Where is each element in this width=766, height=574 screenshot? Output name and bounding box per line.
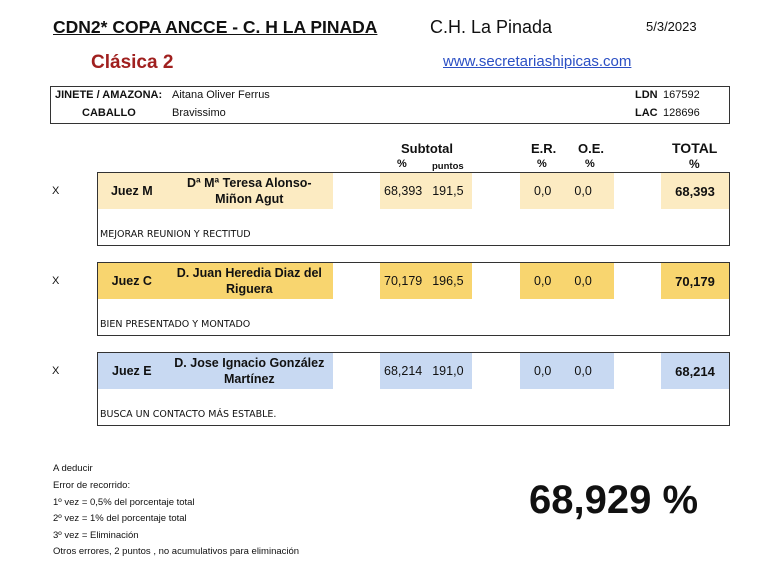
judge-comment: BUSCA UN CONTACTO MÁS ESTABLE.	[100, 409, 277, 420]
subtotal-header: Subtotal	[401, 141, 453, 156]
total-pct-header: %	[689, 157, 700, 171]
horse-name: Bravissimo	[172, 107, 226, 119]
date: 5/3/2023	[646, 19, 697, 34]
judge-mark: X	[52, 275, 60, 287]
judge-block: Juez E D. Jose Ignacio González Martínez…	[97, 352, 730, 426]
horse-label: CABALLO	[82, 107, 136, 119]
judge-block: Juez M Dª Mª Teresa Alonso-Miñon Agut 68…	[97, 172, 730, 246]
oe-value: 0,0	[574, 364, 592, 378]
ldn-label: LDN	[635, 89, 658, 101]
oe-value: 0,0	[574, 184, 592, 198]
er-header: E.R.	[531, 141, 557, 156]
er-value: 0,0	[534, 274, 552, 288]
judge-mark: X	[52, 365, 60, 377]
rider-name: Aitana Oliver Ferrus	[172, 89, 270, 101]
errors-cell: 0,0 0,0	[520, 173, 614, 209]
judge-position: Juez M	[110, 184, 153, 198]
final-score: 68,929 %	[529, 478, 699, 522]
judge-block: Juez C D. Juan Heredia Diaz del Riguera …	[97, 262, 730, 336]
competition-title: CDN2* COPA ANCCE - C. H LA PINADA	[53, 17, 378, 37]
deduction-rule: 2º vez = 1% del porcentaje total	[53, 513, 187, 524]
subtotal-puntos: 196,5	[432, 274, 464, 288]
oe-pct-header: %	[585, 158, 595, 170]
oe-header: O.E.	[578, 141, 605, 156]
ldn-value: 167592	[663, 89, 700, 101]
deduction-rule: 1º vez = 0,5% del porcentaje total	[53, 497, 195, 508]
deduction-rule: Error de recorrido:	[53, 480, 131, 491]
subtotal-puntos: 191,5	[432, 184, 464, 198]
website-link[interactable]: www.secretariashipicas.com	[443, 53, 632, 70]
deduction-rule: Otros errores, 2 puntos , no acumulativo…	[53, 546, 300, 557]
judge-mark: X	[52, 185, 60, 197]
total-header: TOTAL	[672, 140, 718, 156]
puntos-header: puntos	[432, 161, 464, 172]
subtotal-cell: 68,214 191,0	[380, 353, 472, 389]
judge-name: Dª Mª Teresa Alonso-Miñon Agut	[187, 176, 312, 206]
errors-cell: 0,0 0,0	[520, 353, 614, 389]
er-value: 0,0	[534, 364, 552, 378]
subtotal-pct: 68,214	[384, 364, 423, 378]
judge-total: 68,393	[661, 173, 729, 209]
subtotal-pct-header: %	[397, 158, 407, 170]
judge-total: 68,214	[661, 353, 729, 389]
subtotal-cell: 70,179 196,5	[380, 263, 472, 299]
er-pct-header: %	[537, 158, 547, 170]
subtotal-pct: 68,393	[384, 184, 423, 198]
subtotal-puntos: 191,0	[432, 364, 464, 378]
judge-name-cell: Juez C D. Juan Heredia Diaz del Riguera	[98, 263, 333, 299]
judge-comment: MEJORAR REUNION Y RECTITUD	[100, 229, 251, 240]
judge-total: 70,179	[661, 263, 729, 299]
errors-cell: 0,0 0,0	[520, 263, 614, 299]
subtotal-cell: 68,393 191,5	[380, 173, 472, 209]
rider-label: JINETE / AMAZONA:	[55, 89, 163, 101]
rider-info-box: JINETE / AMAZONA: Aitana Oliver Ferrus C…	[50, 86, 730, 124]
oe-value: 0,0	[574, 274, 592, 288]
deduction-rule: A deducir	[53, 463, 93, 474]
judge-name: D. Juan Heredia Diaz del Riguera	[176, 266, 322, 296]
venue: C.H. La Pinada	[430, 17, 553, 37]
lac-label: LAC	[635, 107, 658, 119]
judge-comment: BIEN PRESENTADO Y MONTADO	[100, 319, 251, 330]
judge-name-cell: Juez E D. Jose Ignacio González Martínez	[98, 353, 333, 389]
judge-name-cell: Juez M Dª Mª Teresa Alonso-Miñon Agut	[98, 173, 333, 209]
judge-name: D. Jose Ignacio González Martínez	[174, 356, 325, 386]
class-name: Clásica 2	[91, 52, 174, 73]
subtotal-pct: 70,179	[384, 274, 423, 288]
er-value: 0,0	[534, 184, 552, 198]
judge-position: Juez E	[112, 364, 152, 378]
deduction-rule: 3º vez = Eliminación	[53, 530, 139, 541]
lac-value: 128696	[663, 107, 700, 119]
judge-position: Juez C	[111, 274, 152, 288]
